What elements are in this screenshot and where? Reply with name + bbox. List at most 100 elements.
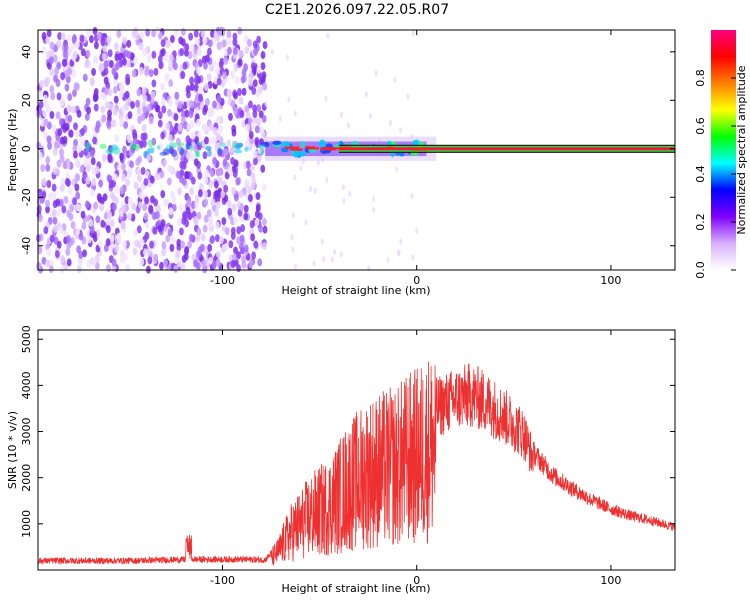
noise-speckle [207,110,213,119]
noise-speckle [212,157,218,166]
noise-speckle [145,28,151,37]
noise-speckle [86,259,92,268]
noise-speckle [144,221,150,230]
noise-speckle [42,109,48,118]
noise-speckle [60,32,66,41]
noise-speckle [223,57,229,66]
noise-speckle [74,40,80,49]
noise-speckle [250,162,255,171]
noise-speckle [176,170,181,179]
noise-speckle [40,164,46,173]
noise-speckle [59,184,65,193]
noise-speckle [100,219,106,228]
noise-speckle [127,135,132,144]
noise-speckle [102,44,108,53]
noise-speckle [240,224,246,233]
noise-speckle [61,205,67,214]
noise-speckle [136,225,142,234]
noise-speckle [177,123,183,132]
noise-speckle [89,225,95,234]
noise-speckle [293,174,297,181]
colorbar-tick-label: 0.0 [694,261,707,279]
noise-speckle [188,110,194,119]
noise-speckle [221,39,227,48]
noise-speckle [76,203,82,212]
signal-blob [85,142,92,148]
signal-blob [231,140,236,149]
noise-speckle [103,60,109,69]
noise-speckle [245,111,251,120]
noise-speckle [372,206,376,213]
noise-speckle [66,105,72,114]
signal-blob [179,146,185,155]
noise-speckle [96,32,102,41]
noise-speckle [218,60,224,69]
noise-speckle [49,68,55,77]
noise-speckle [239,234,245,243]
noise-speckle [168,134,173,143]
noise-speckle [232,32,238,41]
noise-speckle [107,154,113,163]
signal-blob [282,141,290,147]
spectrogram-x-tick-label: 0 [413,274,420,287]
noise-speckle [160,48,166,57]
noise-speckle [137,116,142,125]
noise-speckle [180,28,186,37]
noise-speckle [160,39,166,48]
noise-speckle [208,256,213,265]
noise-speckle [45,259,51,268]
noise-speckle [221,217,227,226]
spectrogram-marks [35,26,675,274]
snr-x-tick-label: 0 [413,574,420,587]
noise-speckle [215,115,221,124]
noise-speckle [248,260,254,269]
noise-speckle [194,200,200,209]
noise-speckle [96,193,102,202]
noise-speckle [116,164,122,173]
noise-speckle [181,254,187,263]
noise-speckle [247,194,253,203]
noise-speckle [203,214,209,223]
noise-speckle [146,93,152,102]
noise-speckle [66,235,71,244]
noise-speckle [52,216,58,225]
noise-speckle [58,117,64,126]
noise-speckle [194,83,199,92]
noise-speckle [133,181,139,190]
noise-speckle [92,136,97,145]
noise-speckle [76,109,82,118]
noise-speckle [342,197,346,204]
noise-speckle [72,144,78,153]
noise-speckle [190,176,196,185]
noise-speckle [114,185,119,194]
noise-speckle [139,66,144,75]
snr-y-tick-label: 2000 [20,464,33,492]
noise-speckle [236,251,241,260]
noise-speckle [239,110,245,119]
noise-speckle [109,218,115,227]
noise-speckle [137,174,142,183]
noise-speckle [232,106,238,115]
noise-speckle [248,130,254,139]
noise-speckle [208,220,214,229]
noise-speckle [71,69,77,78]
noise-speckle [140,113,146,122]
noise-speckle [238,190,244,199]
noise-speckle [144,196,149,205]
noise-speckle [70,237,75,246]
snr-x-tick-label: -100 [210,574,235,587]
noise-speckle [123,102,129,111]
noise-speckle [142,48,147,57]
noise-speckle [119,152,125,161]
noise-speckle [194,194,200,203]
noise-speckle [93,201,99,210]
noise-speckle [45,76,51,85]
noise-speckle [199,243,205,252]
noise-speckle [415,228,419,235]
noise-speckle [86,106,92,115]
signal-streak [284,146,300,149]
noise-speckle [71,178,76,187]
noise-speckle [105,238,111,247]
noise-speckle [222,158,228,167]
noise-speckle [126,59,131,68]
